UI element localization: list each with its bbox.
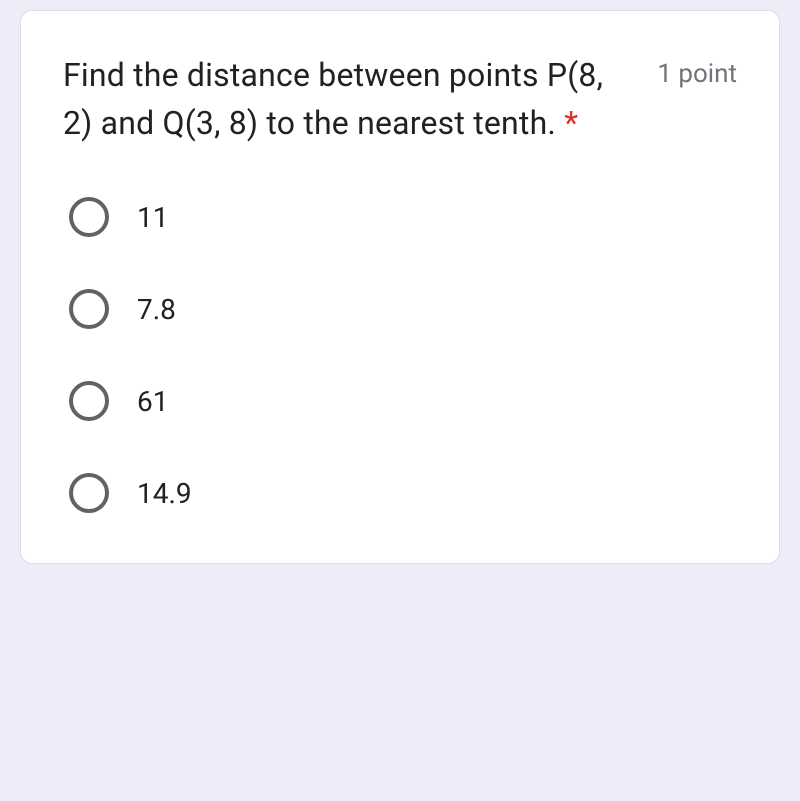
points-label: 1 point xyxy=(657,51,737,94)
question-text-content: Find the distance between points P(8, 2)… xyxy=(63,56,603,142)
radio-icon xyxy=(69,197,109,237)
option-label: 11 xyxy=(137,201,168,234)
option-row-1[interactable]: 7.8 xyxy=(69,289,737,329)
question-header: Find the distance between points P(8, 2)… xyxy=(63,51,737,147)
question-text: Find the distance between points P(8, 2)… xyxy=(63,51,637,147)
radio-icon xyxy=(69,381,109,421)
radio-icon xyxy=(69,289,109,329)
required-asterisk: * xyxy=(564,104,578,142)
option-row-0[interactable]: 11 xyxy=(69,197,737,237)
question-card: Find the distance between points P(8, 2)… xyxy=(20,10,780,564)
option-label: 7.8 xyxy=(137,293,176,326)
option-label: 14.9 xyxy=(137,477,192,510)
option-row-2[interactable]: 61 xyxy=(69,381,737,421)
option-label: 61 xyxy=(137,385,168,418)
radio-icon xyxy=(69,473,109,513)
option-row-3[interactable]: 14.9 xyxy=(69,473,737,513)
options-list: 11 7.8 61 14.9 xyxy=(63,197,737,513)
